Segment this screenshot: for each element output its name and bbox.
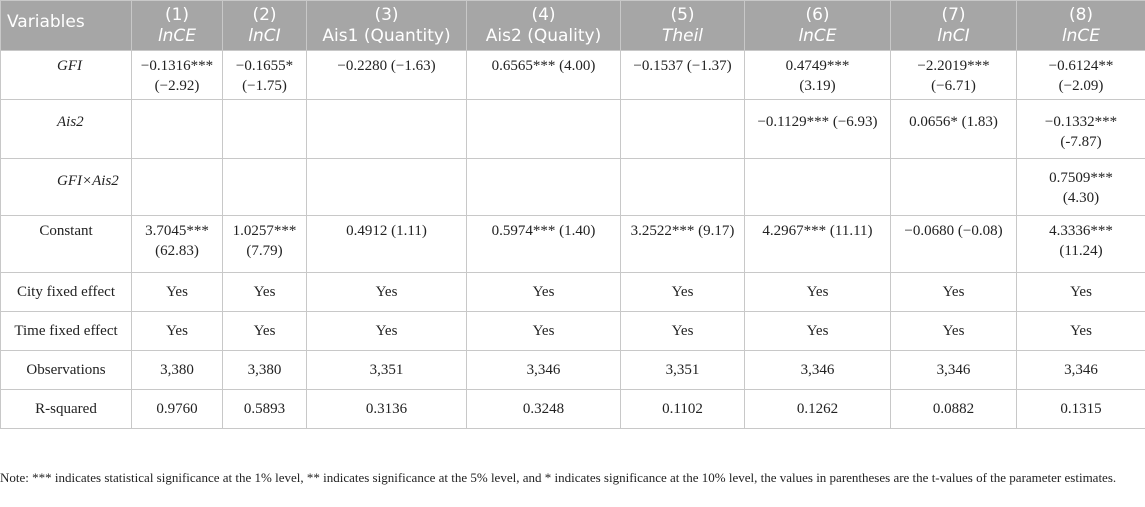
- cell-city-fe-5: Yes: [620, 272, 745, 312]
- cell-gfi-6: 0.4749*** (3.19): [744, 50, 891, 100]
- cell-gfi-ais2-6: [744, 158, 891, 216]
- cell-time-fe-7: Yes: [890, 311, 1017, 351]
- cell-city-fe-8: Yes: [1016, 272, 1145, 312]
- row-label-gfi: GFI: [0, 50, 132, 100]
- cell-gfi-ais2-2: [222, 158, 307, 216]
- cell-obs-2: 3,380: [222, 350, 307, 390]
- cell-obs-6: 3,346: [744, 350, 891, 390]
- row-label-constant: Constant: [0, 215, 132, 273]
- cell-gfi-ais2-8: 0.7509*** (4.30): [1016, 158, 1145, 216]
- header-col-3: (3) Ais1 (Quantity): [306, 0, 467, 51]
- header-row: Variables (1) lnCE (2) lnCI (3) Ais1 (Quant…: [0, 0, 1145, 51]
- header-variables: Variables: [0, 0, 132, 51]
- cell-gfi-1: −0.1316*** (−2.92): [131, 50, 223, 100]
- regression-table-wrapper: Variables (1) lnCE (2) lnCI (3) Ais1 (Quant…: [0, 0, 1145, 429]
- cell-obs-7: 3,346: [890, 350, 1017, 390]
- cell-time-fe-3: Yes: [306, 311, 467, 351]
- cell-const-7: −0.0680 (−0.08): [890, 215, 1017, 273]
- header-col-7: (7) lnCI: [890, 0, 1017, 51]
- cell-const-1: 3.7045*** (62.83): [131, 215, 223, 273]
- row-gfi: GFI −0.1316*** (−2.92) −0.1655* (−1.75) −0…: [0, 50, 1145, 100]
- cell-obs-8: 3,346: [1016, 350, 1145, 390]
- cell-ais2-1: [131, 99, 223, 159]
- cell-gfi-ais2-4: [466, 158, 621, 216]
- cell-ais2-7: 0.0656* (1.83): [890, 99, 1017, 159]
- cell-r2-6: 0.1262: [744, 389, 891, 429]
- cell-gfi-ais2-5: [620, 158, 745, 216]
- cell-city-fe-4: Yes: [466, 272, 621, 312]
- cell-obs-5: 3,351: [620, 350, 745, 390]
- cell-gfi-5: −0.1537 (−1.37): [620, 50, 745, 100]
- header-col-2: (2) lnCI: [222, 0, 307, 51]
- row-label-r-squared: R-squared: [0, 389, 132, 429]
- row-label-observations: Observations: [0, 350, 132, 390]
- cell-r2-7: 0.0882: [890, 389, 1017, 429]
- cell-city-fe-2: Yes: [222, 272, 307, 312]
- cell-ais2-3: [306, 99, 467, 159]
- cell-city-fe-1: Yes: [131, 272, 223, 312]
- cell-const-5: 3.2522*** (9.17): [620, 215, 745, 273]
- cell-gfi-8: −0.6124** (−2.09): [1016, 50, 1145, 100]
- cell-obs-3: 3,351: [306, 350, 467, 390]
- cell-gfi-7: −2.2019*** (−6.71): [890, 50, 1017, 100]
- cell-ais2-8: −0.1332*** (-7.87): [1016, 99, 1145, 159]
- regression-table: Variables (1) lnCE (2) lnCI (3) Ais1 (Quant…: [0, 0, 1145, 429]
- row-label-ais2: Ais2: [0, 99, 132, 159]
- cell-gfi-ais2-1: [131, 158, 223, 216]
- cell-city-fe-3: Yes: [306, 272, 467, 312]
- cell-gfi-4: 0.6565*** (4.00): [466, 50, 621, 100]
- cell-ais2-5: [620, 99, 745, 159]
- cell-r2-3: 0.3136: [306, 389, 467, 429]
- cell-city-fe-6: Yes: [744, 272, 891, 312]
- cell-time-fe-5: Yes: [620, 311, 745, 351]
- row-r-squared: R-squared 0.9760 0.5893 0.3136 0.3248 0.…: [0, 389, 1145, 429]
- cell-r2-4: 0.3248: [466, 389, 621, 429]
- cell-time-fe-6: Yes: [744, 311, 891, 351]
- cell-obs-1: 3,380: [131, 350, 223, 390]
- row-time-fe: Time fixed effect Yes Yes Yes Yes Yes Ye…: [0, 311, 1145, 351]
- cell-r2-2: 0.5893: [222, 389, 307, 429]
- header-col-4: (4) Ais2 (Quality): [466, 0, 621, 51]
- table-note: Note: *** indicates statistical signific…: [0, 470, 1117, 485]
- cell-const-3: 0.4912 (1.11): [306, 215, 467, 273]
- cell-r2-1: 0.9760: [131, 389, 223, 429]
- cell-gfi-ais2-3: [306, 158, 467, 216]
- cell-city-fe-7: Yes: [890, 272, 1017, 312]
- header-col-6: (6) lnCE: [744, 0, 891, 51]
- cell-r2-8: 0.1315: [1016, 389, 1145, 429]
- cell-time-fe-8: Yes: [1016, 311, 1145, 351]
- cell-ais2-2: [222, 99, 307, 159]
- cell-r2-5: 0.1102: [620, 389, 745, 429]
- row-city-fe: City fixed effect Yes Yes Yes Yes Yes Ye…: [0, 272, 1145, 312]
- row-label-city-fe: City fixed effect: [0, 272, 132, 312]
- cell-gfi-ais2-7: [890, 158, 1017, 216]
- cell-time-fe-4: Yes: [466, 311, 621, 351]
- cell-const-2: 1.0257*** (7.79): [222, 215, 307, 273]
- cell-ais2-6: −0.1129*** (−6.93): [744, 99, 891, 159]
- cell-gfi-3: −0.2280 (−1.63): [306, 50, 467, 100]
- cell-const-4: 0.5974*** (1.40): [466, 215, 621, 273]
- row-constant: Constant 3.7045*** (62.83) 1.0257*** (7.79…: [0, 215, 1145, 273]
- cell-ais2-4: [466, 99, 621, 159]
- row-gfi-ais2: GFI×Ais2 0.7509*** (4.30): [0, 158, 1145, 216]
- header-col-1: (1) lnCE: [131, 0, 223, 51]
- cell-gfi-2: −0.1655* (−1.75): [222, 50, 307, 100]
- cell-obs-4: 3,346: [466, 350, 621, 390]
- cell-const-8: 4.3336*** (11.24): [1016, 215, 1145, 273]
- cell-time-fe-1: Yes: [131, 311, 223, 351]
- cell-time-fe-2: Yes: [222, 311, 307, 351]
- row-observations: Observations 3,380 3,380 3,351 3,346 3,3…: [0, 350, 1145, 390]
- row-label-time-fe: Time fixed effect: [0, 311, 132, 351]
- row-ais2: Ais2 −0.1129*** (−6.93) 0.0656* (1.83) −…: [0, 99, 1145, 159]
- header-col-5: (5) Theil: [620, 0, 745, 51]
- header-col-8: (8) lnCE: [1016, 0, 1145, 51]
- cell-const-6: 4.2967*** (11.11): [744, 215, 891, 273]
- row-label-gfi-ais2: GFI×Ais2: [0, 158, 132, 216]
